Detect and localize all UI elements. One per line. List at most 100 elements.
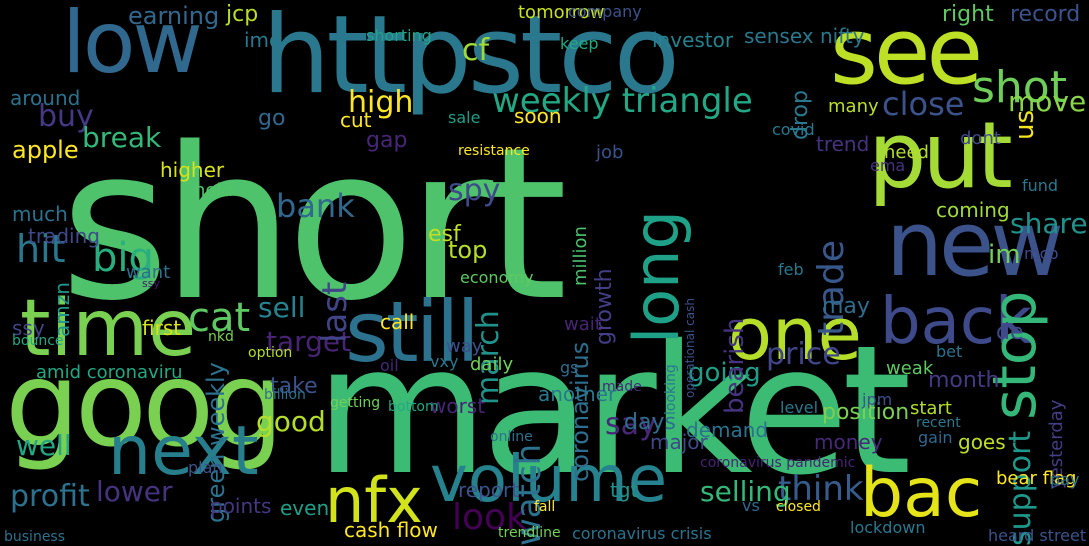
word-getting: getting [330, 395, 381, 411]
word-plan: plan [188, 458, 223, 477]
word-bearish: bearish [720, 317, 750, 414]
word-position: position [822, 400, 910, 425]
word-jcp: jcp [226, 2, 259, 27]
word-made: made [602, 379, 642, 395]
word-tomorrow: tomorrow [518, 2, 605, 23]
word-move: move [1008, 85, 1087, 118]
word-want: want [126, 262, 171, 283]
word-share: share [1010, 207, 1088, 240]
word-pay: pay [1050, 470, 1080, 489]
word-many: many [828, 96, 879, 117]
word-imo: imo [244, 28, 282, 52]
word-gap: gap [366, 128, 408, 153]
word-wait: wait [564, 314, 602, 335]
word-vs: vs [742, 496, 760, 515]
word-cat: cat [188, 295, 251, 341]
word-heard-street: heard street [988, 526, 1087, 545]
word-gain: gain [918, 428, 953, 447]
word-price: price [766, 337, 841, 372]
word-see: see [830, 0, 983, 105]
word-esf: esf [428, 222, 461, 247]
word-worst: worst [430, 394, 486, 418]
word-soon: soon [514, 104, 562, 128]
word-fall: fall [534, 499, 556, 515]
word-vxy: vxy [430, 352, 459, 371]
word-bottom: bottom [388, 399, 439, 415]
word-sale: sale [448, 108, 481, 127]
word-online: online [490, 429, 533, 445]
word-lower: lower [96, 475, 173, 508]
word-put: put [868, 102, 1013, 209]
word-investor: investor [652, 28, 734, 52]
word-lockdown: lockdown [850, 518, 926, 537]
word-selling: selling [700, 475, 791, 508]
word-bet: bet [936, 342, 963, 361]
word-call: call [380, 310, 415, 334]
word-way: way [446, 336, 483, 357]
word-volume: volume [430, 443, 668, 517]
word-bank: bank [276, 187, 355, 225]
word-low: low [62, 0, 203, 93]
word-time: time [20, 284, 197, 374]
word-billion: billion [264, 387, 306, 403]
word-nfx: nfx [325, 464, 423, 537]
word-bear-flag: bear flag [996, 468, 1077, 489]
word-coronavirus-pandemic: coronavirus pandemic [700, 455, 856, 471]
word-us: us [1010, 109, 1040, 140]
word-right: right [942, 2, 994, 27]
word-profit: profit [10, 479, 90, 514]
word-goes: goes [958, 430, 1006, 454]
word-target: target [266, 325, 352, 358]
word-take: take [270, 374, 318, 399]
word-option: option [248, 345, 293, 361]
word-long: long [620, 210, 693, 344]
word-nkd: nkd [208, 329, 234, 345]
word-hit: hit [16, 227, 66, 271]
word-first: first [142, 316, 182, 340]
word-jpm: jpm [862, 390, 893, 409]
word-keep: keep [560, 34, 599, 53]
word-job: job [596, 142, 624, 163]
word-points: points [210, 494, 272, 518]
word-back: back [880, 285, 1033, 359]
word-daily: daily [470, 354, 514, 375]
word-economy: economy [460, 268, 534, 287]
word-httpstco: httpstco [262, 0, 680, 118]
word-look: look [452, 497, 527, 538]
word-closed: closed [776, 499, 821, 515]
word-high: high [348, 85, 414, 120]
word-gs: gs [560, 358, 579, 377]
word-break: break [82, 121, 162, 154]
word-trend: trend [816, 132, 870, 156]
word-amid-coronaviru: amid coronaviru [36, 362, 183, 383]
word-cf: cf [462, 33, 490, 68]
word-weak: weak [886, 358, 934, 379]
word-start: start [910, 398, 952, 419]
word-oil: oil [380, 356, 399, 375]
word-new: new [886, 192, 1064, 297]
word-higher: higher [160, 158, 225, 182]
word-cut: cut [340, 108, 372, 132]
word-think: think [778, 469, 864, 509]
word-cash-flow: cash flow [344, 518, 438, 542]
word-say: say [605, 407, 657, 442]
word-covid: covid [772, 120, 815, 139]
word-well: well [16, 429, 72, 462]
word-coming: coming [936, 198, 1010, 222]
word-im: im [988, 240, 1021, 270]
word-company: company [568, 2, 642, 21]
word-much: much [12, 202, 68, 226]
word-fund: fund [1022, 176, 1059, 195]
word-shot: shot [972, 62, 1067, 113]
word-market: market [315, 307, 912, 514]
word-even: even [280, 496, 330, 520]
word-top: top [448, 236, 488, 264]
word-million: million [570, 226, 591, 286]
word-dont: dont [960, 128, 1001, 149]
word-looking: looking [663, 364, 679, 415]
word-tgt: tgt [610, 478, 639, 502]
word-business: business [4, 529, 66, 545]
word-level: level [780, 398, 819, 417]
word-ssy: ssy [142, 277, 160, 290]
word-weekly-triangle: weekly triangle [492, 81, 753, 121]
